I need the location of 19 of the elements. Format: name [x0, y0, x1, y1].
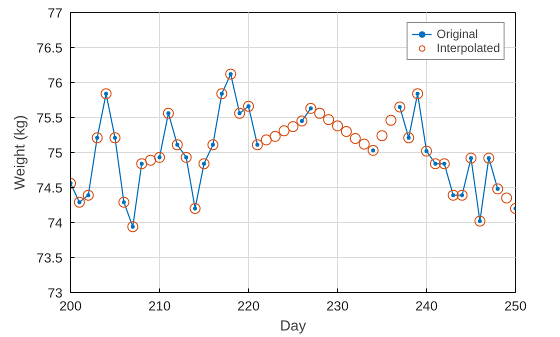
- y-tick-label: 75.5: [36, 110, 63, 126]
- legend-label: Interpolated: [436, 41, 500, 55]
- x-tick-label: 210: [148, 298, 171, 314]
- x-tick-label: 230: [326, 298, 349, 314]
- y-tick-label: 77: [48, 6, 63, 20]
- y-tick-label: 76: [48, 76, 63, 90]
- x-tick-label: 240: [415, 298, 438, 314]
- y-axis-title: Weight (kg): [12, 115, 29, 190]
- x-axis-title: Day: [280, 318, 307, 334]
- x-tick-label: 220: [237, 298, 260, 314]
- y-tick-label: 73: [48, 286, 63, 300]
- y-tick-label: 74: [48, 216, 64, 230]
- legend-label: Original: [436, 27, 478, 41]
- y-tick-label: 73.5: [36, 250, 63, 266]
- y-tick-label: 75: [48, 146, 63, 160]
- x-tick-label: 200: [59, 298, 82, 314]
- y-tick-label: 76.5: [36, 40, 63, 56]
- y-tick-label: 74.5: [36, 180, 63, 196]
- x-tick-label: 250: [504, 298, 527, 314]
